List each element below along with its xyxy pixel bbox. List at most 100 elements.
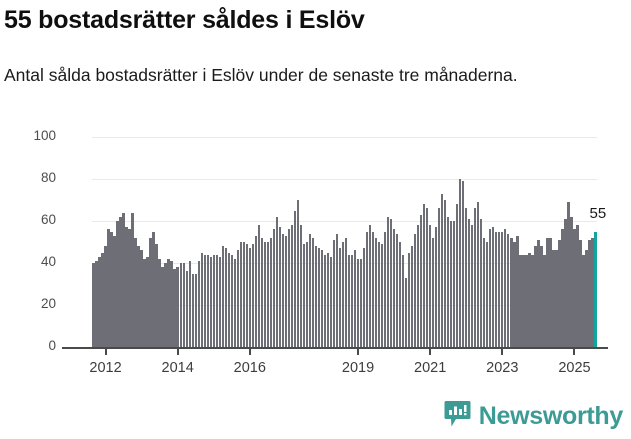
bar <box>245 244 248 347</box>
bar <box>564 218 567 347</box>
bar <box>350 254 354 347</box>
x-axis-tick-mark <box>176 347 179 355</box>
bar <box>323 254 327 347</box>
bar <box>570 216 573 347</box>
bar <box>395 233 399 347</box>
bar <box>428 225 432 347</box>
bar <box>383 231 387 347</box>
bar <box>326 252 330 347</box>
bar <box>182 263 185 347</box>
bar <box>507 233 510 347</box>
bar <box>519 254 522 347</box>
bar <box>161 267 164 347</box>
bar <box>419 214 423 347</box>
bar <box>401 254 405 347</box>
chart-bars <box>92 179 597 347</box>
x-axis-tick-mark <box>429 347 432 355</box>
bar <box>98 256 101 347</box>
y-axis-tick-label: 100 <box>33 128 56 143</box>
bar <box>200 252 203 347</box>
bar <box>585 250 588 347</box>
bar <box>260 237 263 347</box>
bar <box>278 227 282 347</box>
newsworthy-logo[interactable]: Newsworthy <box>444 400 623 433</box>
bar <box>344 237 348 347</box>
bar <box>368 225 372 347</box>
x-axis-tick-label: 2014 <box>161 360 194 376</box>
bar <box>362 248 366 347</box>
bar <box>425 208 429 347</box>
bar <box>359 258 363 347</box>
bar <box>188 260 191 347</box>
bar <box>516 235 519 347</box>
bar <box>588 239 591 347</box>
bar <box>293 210 297 347</box>
bar <box>468 218 471 347</box>
bar <box>155 244 158 347</box>
bar <box>158 258 161 347</box>
bar <box>341 242 345 347</box>
bar <box>567 202 570 347</box>
bar <box>215 254 218 347</box>
bar <box>149 237 152 347</box>
bar <box>269 237 273 347</box>
x-axis-tick-label: 2012 <box>89 360 122 376</box>
bar <box>510 237 513 347</box>
bar <box>365 231 369 347</box>
bar <box>179 263 182 347</box>
bar <box>296 200 300 347</box>
bar <box>332 239 336 347</box>
bar <box>525 254 528 347</box>
bar <box>432 237 435 347</box>
bar <box>320 250 324 347</box>
bar <box>492 227 495 347</box>
bar <box>447 216 450 347</box>
bar <box>462 181 465 347</box>
bar <box>272 229 276 347</box>
bar <box>353 250 357 347</box>
bar <box>576 225 579 347</box>
gridline <box>92 137 597 138</box>
bar <box>534 246 537 347</box>
bar <box>582 254 585 347</box>
bar <box>119 216 122 347</box>
bar <box>335 233 339 347</box>
bar <box>498 231 501 347</box>
bar-chart: 0 20 40 60 80 100 2012 2014 2016 2019 2021 2023 202… <box>33 128 608 376</box>
x-axis-tick-label: 2019 <box>341 360 375 376</box>
bar <box>377 242 381 347</box>
bar <box>95 260 98 347</box>
bar <box>221 246 224 347</box>
x-axis-tick-label: 2023 <box>486 360 519 376</box>
x-axis-tick-mark <box>104 347 107 355</box>
bar <box>242 242 245 347</box>
bar <box>549 237 552 347</box>
bar <box>152 231 155 347</box>
bar <box>465 208 468 347</box>
bar <box>513 242 516 347</box>
bar <box>546 237 549 347</box>
x-axis-tick-label: 2016 <box>233 360 266 376</box>
x-axis-tick-mark <box>357 347 360 355</box>
bar <box>456 204 459 347</box>
bar <box>239 242 242 347</box>
bar <box>416 225 420 347</box>
bar <box>128 229 131 347</box>
bar-highlighted <box>594 231 597 347</box>
bar <box>92 263 95 347</box>
bar <box>266 242 270 347</box>
bar <box>218 256 221 347</box>
bar <box>483 237 486 347</box>
bar <box>435 227 438 347</box>
bar <box>146 256 149 347</box>
bar <box>305 242 309 347</box>
y-axis-tick-label: 60 <box>40 212 56 227</box>
y-axis-tick-label: 80 <box>40 170 56 185</box>
bar <box>422 204 426 347</box>
bar <box>558 239 561 347</box>
bar <box>302 244 306 347</box>
bar <box>528 252 531 347</box>
bar <box>251 244 254 347</box>
bar <box>137 246 140 347</box>
bar <box>537 239 540 347</box>
